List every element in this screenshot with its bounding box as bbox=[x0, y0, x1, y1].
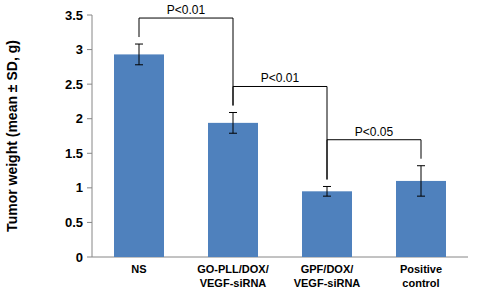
y-tick-label: 0 bbox=[76, 250, 83, 265]
bars bbox=[114, 44, 446, 257]
y-tick bbox=[87, 49, 92, 50]
y-tick-label: 2 bbox=[76, 111, 83, 126]
y-tick bbox=[87, 153, 92, 154]
y-tick bbox=[87, 187, 92, 188]
x-tick-label: Positive control bbox=[400, 263, 442, 289]
error-bar bbox=[323, 186, 331, 196]
chart: 0 0.5 1 1.5 2 2.5 3 3.5 Tumor weight (mean ± SD,… bbox=[0, 0, 500, 292]
y-tick bbox=[87, 118, 92, 119]
error-bar bbox=[229, 112, 237, 133]
error-bar bbox=[417, 166, 425, 196]
y-tick bbox=[87, 257, 92, 258]
x-tick-label: GPF/DOX/VEGF-siRNA bbox=[294, 263, 361, 289]
y-tick-label: 1 bbox=[76, 180, 83, 195]
annotation: P<0.05 bbox=[355, 125, 394, 139]
label-line: NS bbox=[131, 263, 146, 275]
y-axis bbox=[92, 15, 93, 257]
x-tick-label: GO-PLL/DOX/VEGF-siRNA bbox=[197, 263, 269, 289]
error-bar bbox=[135, 44, 143, 65]
bracket bbox=[327, 140, 421, 180]
label-line: VEGF-siRNA bbox=[294, 277, 361, 289]
label-line: control bbox=[402, 277, 439, 289]
y-tick bbox=[87, 84, 92, 85]
y-tick-label: 2.5 bbox=[65, 77, 83, 92]
label-line: GO-PLL/DOX/ bbox=[197, 263, 269, 275]
x-tick-label: NS bbox=[131, 263, 146, 275]
annotation: P<0.01 bbox=[167, 3, 206, 17]
y-tick-label: 3 bbox=[76, 42, 83, 57]
bracket bbox=[233, 86, 327, 179]
y-tick-label: 1.5 bbox=[65, 146, 83, 161]
bar bbox=[208, 123, 258, 257]
bar bbox=[302, 191, 352, 257]
y-tick-label: 3.5 bbox=[65, 8, 83, 23]
bar bbox=[114, 54, 164, 257]
label-line: VEGF-siRNA bbox=[200, 277, 267, 289]
bracket bbox=[139, 18, 233, 105]
label-line: GPF/DOX/ bbox=[301, 263, 354, 275]
y-tick-label: 0.5 bbox=[65, 215, 83, 230]
label-line: Positive bbox=[400, 263, 442, 275]
y-axis-label: Tumor weight (mean ± SD, g) bbox=[4, 40, 20, 232]
y-tick bbox=[87, 15, 92, 16]
annotation: P<0.01 bbox=[261, 71, 300, 85]
y-tick bbox=[87, 222, 92, 223]
